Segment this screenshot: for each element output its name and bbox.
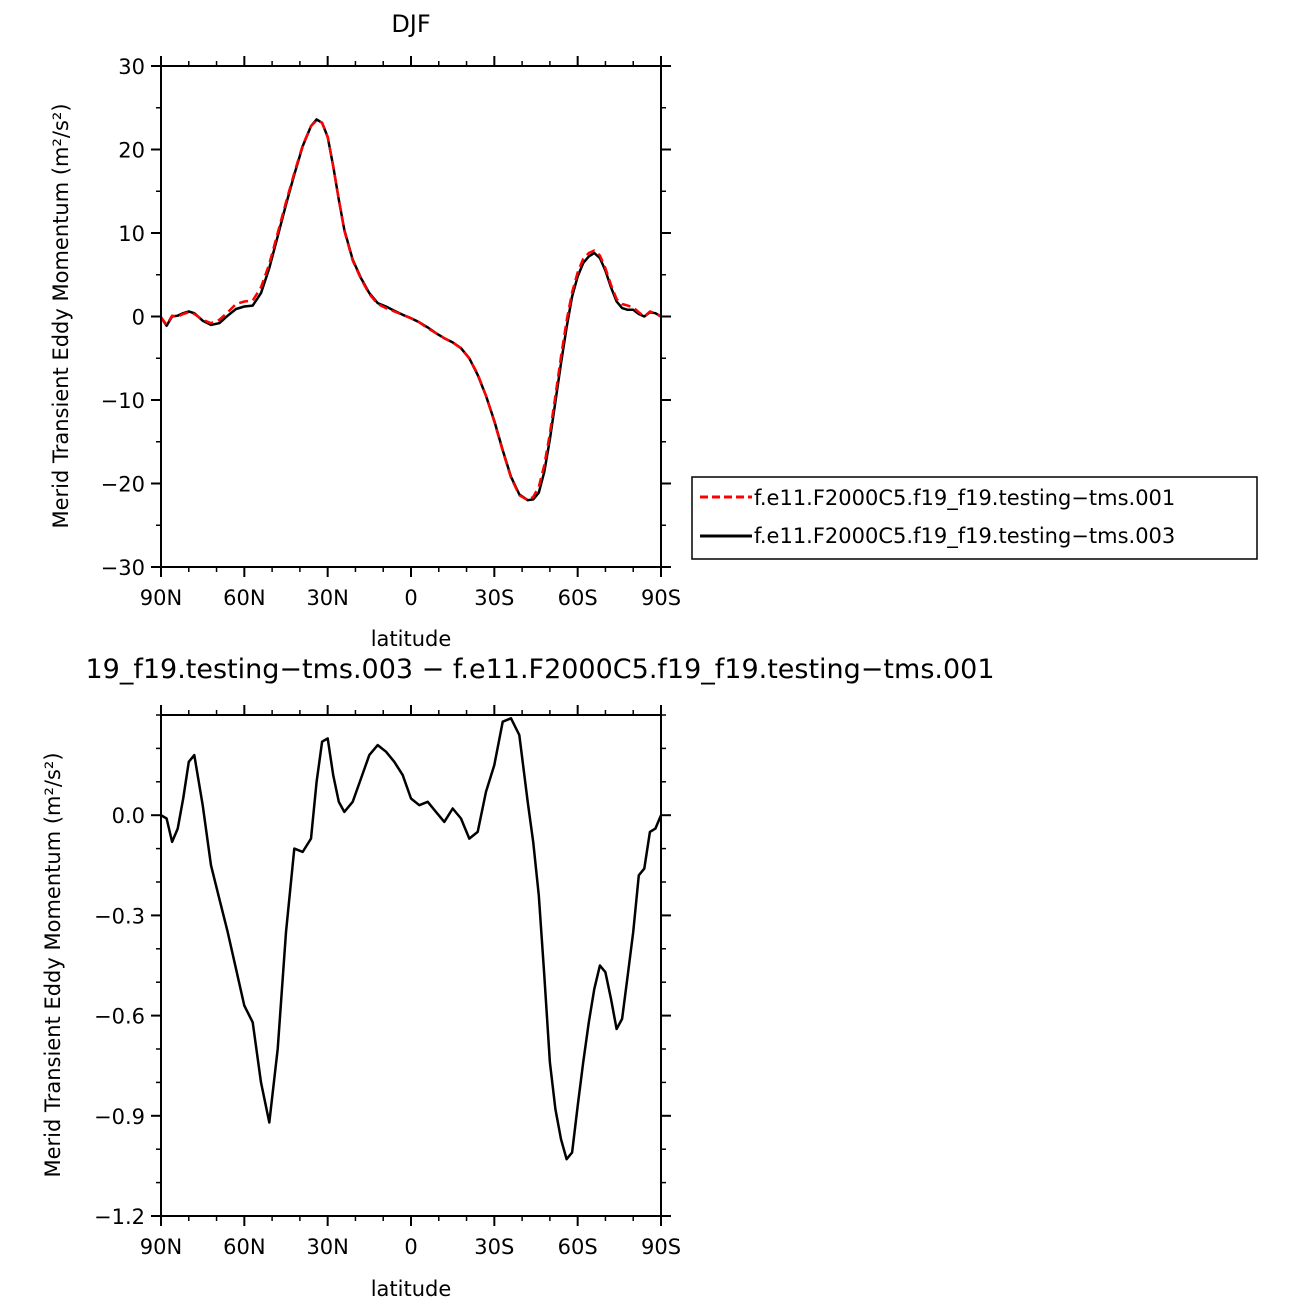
x-tick-label: 60N — [223, 586, 265, 610]
bottom-series-group — [160, 717, 663, 1161]
series-line-2 — [159, 118, 662, 502]
top-x-axis-title: latitude — [371, 627, 452, 651]
y-tick-label: 0 — [132, 306, 145, 330]
top-plot-frame — [160, 65, 662, 568]
y-tick-label: −10 — [101, 389, 145, 413]
y-tick-label: −0.6 — [94, 1005, 145, 1029]
series-line-1 — [160, 717, 663, 1161]
x-tick-label: 30S — [474, 1235, 514, 1259]
bottom-y-axis-title: Merid Transient Eddy Momentum (m²/s²) — [41, 752, 65, 1177]
top-y-axis-title: Merid Transient Eddy Momentum (m²/s²) — [49, 103, 73, 528]
y-tick-label: 10 — [118, 222, 145, 246]
x-tick-label: 30N — [306, 586, 348, 610]
top-series-group — [159, 118, 662, 502]
legend-box — [691, 476, 1258, 560]
x-tick-label: 60S — [558, 1235, 598, 1259]
top-ticks-group: 90N 60N 30N 0 30S 60S 90S 30 20 10 0 −10 −20 −30 — [101, 55, 681, 610]
x-tick-label: 90S — [641, 586, 681, 610]
x-tick-label: 0 — [404, 1235, 417, 1259]
series-line-1 — [159, 119, 662, 502]
x-tick-label: 60S — [558, 586, 598, 610]
top-chart-title: DJF — [391, 10, 430, 38]
x-tick-label: 30S — [474, 586, 514, 610]
legend-label-series-2: f.e11.F2000C5.f19_f19.testing−tms.003 — [754, 524, 1175, 549]
y-tick-label: −20 — [101, 473, 145, 497]
x-tick-label: 90N — [140, 586, 182, 610]
x-tick-label: 90N — [140, 1235, 182, 1259]
x-tick-label: 30N — [306, 1235, 348, 1259]
bottom-chart-title: 19_f19.testing−tms.003 − f.e11.F2000C5.f… — [85, 654, 994, 685]
y-tick-label: 30 — [118, 55, 145, 79]
bottom-panel: 19_f19.testing−tms.003 − f.e11.F2000C5.f… — [41, 654, 995, 1301]
top-panel: DJF 90N 60N 30N 0 30S 60S 90S3020100−10−20−30 … — [49, 10, 681, 651]
y-tick-label: 20 — [118, 139, 145, 163]
y-tick-label: −30 — [101, 556, 145, 580]
x-tick-label: 90S — [641, 1235, 681, 1259]
y-tick-label: −0.9 — [94, 1105, 145, 1129]
x-tick-label: 0 — [404, 586, 417, 610]
y-tick-label: 0.0 — [112, 804, 145, 828]
x-tick-label: 60N — [223, 1235, 265, 1259]
y-tick-label: −1.2 — [94, 1205, 145, 1229]
legend-label-series-1: f.e11.F2000C5.f19_f19.testing−tms.001 — [754, 486, 1175, 511]
legend: f.e11.F2000C5.f19_f19.testing−tms.001 f.… — [691, 476, 1258, 560]
bottom-x-axis-title: latitude — [371, 1277, 452, 1301]
y-tick-label: −0.3 — [94, 904, 145, 928]
bottom-ticks-group: 90N 60N 30N 0 30S 60S 90S 0.0 −0.3 −0.6 −0.9 −1.2 — [94, 705, 681, 1259]
